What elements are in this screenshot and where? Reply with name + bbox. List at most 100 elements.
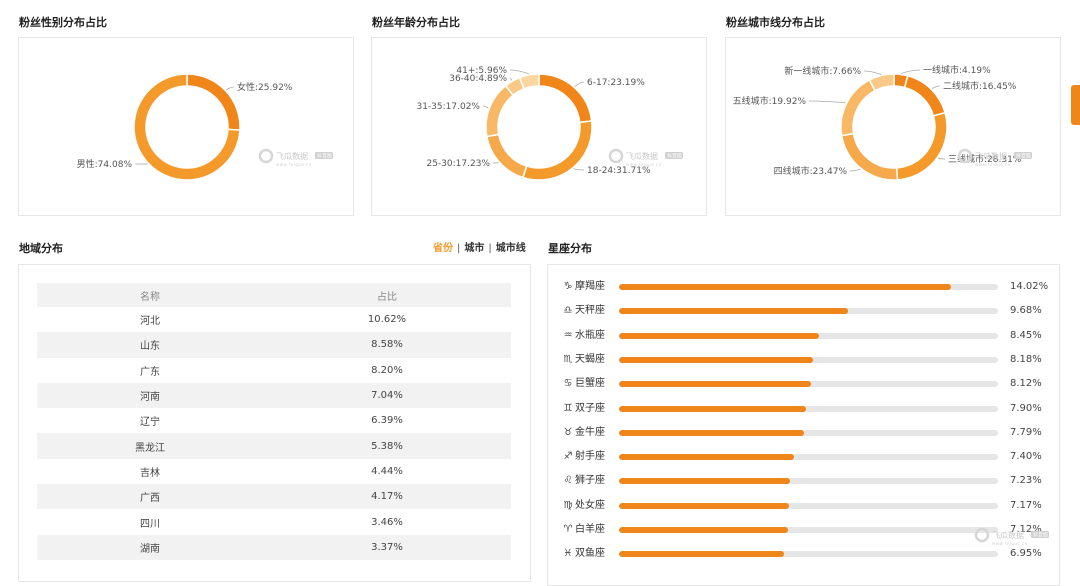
zodiac-bar-track	[619, 454, 998, 461]
side-tab-handle[interactable]	[1071, 85, 1080, 125]
region-name-cell: 河南	[37, 382, 263, 409]
table-row: 河北 10.62%	[37, 307, 511, 332]
zodiac-row: ♏ 天蝎座 8.18%	[562, 353, 1052, 367]
table-row: 四川 3.46%	[37, 509, 511, 534]
column-header-pct: 占比	[263, 283, 511, 307]
zodiac-pct-label: 7.90%	[1010, 402, 1042, 414]
tab-city[interactable]: 城市	[464, 243, 485, 254]
tab-province[interactable]: 省份	[433, 243, 453, 254]
watermark-brand: 飞瓜数据	[992, 530, 1024, 540]
watermark-badge: 抖音版	[667, 153, 682, 160]
region-table-body: 河北 10.62% 山东 8.58% 广东 8.20% 河南 7.04% 辽宁 6.39% 黑龙江 5…	[37, 307, 511, 560]
donut-slice-label: 18-24:31.71%	[587, 166, 651, 176]
zodiac-bar	[619, 454, 795, 461]
watermark-badge: 抖音版	[317, 153, 332, 160]
watermark-url: www.feigua.cn	[276, 162, 312, 167]
zodiac-pct-label: 9.68%	[1010, 305, 1042, 317]
zodiac-sign-icon: ♌	[563, 475, 573, 487]
tab-city-tier[interactable]: 城市线	[495, 243, 526, 254]
watermark-brand: 飞瓜数据	[276, 151, 308, 161]
region-name-cell: 广西	[37, 484, 263, 510]
zodiac-sign-icon: ♏	[563, 353, 573, 365]
zodiac-watermark: 飞瓜数据 抖音版 www.feigua.cn	[974, 527, 1049, 546]
zodiac-name-label: 处女座	[575, 499, 605, 511]
table-row: 湖南 3.37%	[37, 534, 511, 560]
leader-line	[900, 69, 921, 74]
age-donut-chart: 6-17:23.19% 18-24:31.71% 25-30:17.23% 31-35…	[416, 66, 683, 181]
zodiac-pct-label: 8.12%	[1010, 378, 1042, 390]
watermark-brand: 飞瓜数据	[975, 151, 1007, 161]
leader-line	[509, 69, 530, 75]
gender-chart-card: 女性:25.92% 男性:74.08% 飞瓜数据 抖音版 www.feigua.cn	[18, 37, 354, 216]
zodiac-row: ♑ 摩羯座 14.02%	[562, 280, 1052, 294]
zodiac-bar-track	[619, 551, 998, 558]
watermark-brand: 飞瓜数据	[626, 151, 658, 161]
watermark-badge: 抖音版	[1033, 532, 1048, 539]
region-name-cell: 四川	[140, 518, 160, 530]
region-pct-cell: 7.04%	[263, 382, 511, 409]
zodiac-name-label: 摩羯座	[575, 281, 605, 292]
zodiac-bar-track	[619, 527, 998, 533]
tab-separator: |	[488, 243, 492, 254]
region-name-cell: 黑龙江	[37, 433, 263, 459]
zodiac-row: ♉ 金牛座 7.79%	[562, 426, 1052, 440]
donut-slice-label: 二线城市:16.45%	[943, 80, 1017, 92]
zodiac-row: ♋ 巨蟹座 8.12%	[562, 377, 1052, 391]
donut-slice-label: 女性:25.92%	[237, 81, 293, 93]
watermark: 飞瓜数据 抖音版 www.feigua.cn	[957, 148, 1032, 167]
zodiac-bar	[619, 284, 952, 290]
watermark: 飞瓜数据 抖音版 www.feigua.cn	[974, 527, 1049, 546]
region-pct-cell: 5.38%	[263, 433, 511, 459]
city-chart-title: 粉丝城市线分布占比	[726, 16, 825, 29]
region-pct-cell: 4.17%	[263, 484, 511, 510]
donut-slice-label: 男性:74.08%	[77, 158, 133, 170]
zodiac-name-label: 射手座	[575, 451, 605, 463]
zodiac-sign-icon: ♉	[563, 426, 573, 438]
region-table: 名称 占比 河北 10.62% 山东 8.58% 广东 8.20% 河南 7.04% 辽宁 6.3…	[37, 283, 511, 560]
donut-slice-label: 41+:5.96%	[456, 66, 507, 76]
region-name-cell: 湖南	[37, 534, 263, 560]
zodiac-pct-label: 7.40%	[1010, 451, 1042, 463]
region-pct-cell: 4.44%	[371, 465, 403, 477]
zodiac-sign-icon: ♊	[563, 402, 573, 414]
zodiac-bar-track	[619, 502, 998, 509]
zodiac-bar-track	[619, 308, 998, 315]
leader-line	[863, 70, 882, 75]
zodiac-bar-track	[619, 405, 998, 412]
zodiac-sign-icon: ♓	[563, 548, 573, 560]
city-donut-chart: 一线城市:4.19%二线城市:16.45%三线城市:28.31%四线城市:23.…	[733, 64, 1032, 181]
donut-slice	[538, 73, 593, 124]
zodiac-bar-track	[619, 381, 998, 388]
zodiac-bar	[619, 332, 820, 339]
zodiac-name-label: 水瓶座	[575, 329, 605, 341]
region-pct-cell: 3.37%	[263, 534, 511, 560]
zodiac-sign-icon: ♒	[563, 329, 573, 341]
donut-slice-label: 新一线城市:7.66%	[784, 65, 861, 77]
donut-slice-label: 25-30:17.23%	[426, 159, 490, 169]
donut-slice-label: 四线城市:23.47%	[774, 165, 848, 177]
zodiac-bar-track	[619, 478, 998, 485]
zodiac-bar	[619, 527, 788, 533]
zodiac-name-label: 白羊座	[575, 524, 605, 535]
zodiac-bar	[619, 551, 784, 558]
gender-chart-title: 粉丝性别分布占比	[19, 16, 107, 29]
donut-slice	[186, 73, 241, 131]
region-pct-cell: 8.58%	[263, 332, 511, 358]
leader-line	[573, 168, 585, 171]
zodiac-sign-icon: ♐	[563, 451, 573, 463]
zodiac-bar	[619, 405, 807, 412]
zodiac-bar-track	[619, 356, 998, 363]
watermark: 飞瓜数据 抖音版 www.feigua.cn	[608, 148, 683, 167]
donut-slice	[518, 73, 540, 90]
zodiac-pct-label: 7.23%	[1010, 475, 1042, 487]
zodiac-pct-label: 7.12%	[1010, 524, 1042, 535]
zodiac-row: ♍ 处女座 7.17%	[562, 499, 1052, 513]
donut-slice	[903, 74, 946, 117]
zodiac-row: ♈ 白羊座 7.12%	[562, 523, 1052, 537]
donut-slice	[840, 79, 877, 137]
zodiac-pct-label: 6.95%	[1010, 548, 1042, 560]
zodiac-row: ♊ 双子座 7.90%	[562, 402, 1052, 416]
zodiac-name-label: 狮子座	[575, 475, 605, 487]
region-title: 地域分布	[19, 242, 63, 255]
zodiac-name-label: 金牛座	[575, 426, 605, 438]
